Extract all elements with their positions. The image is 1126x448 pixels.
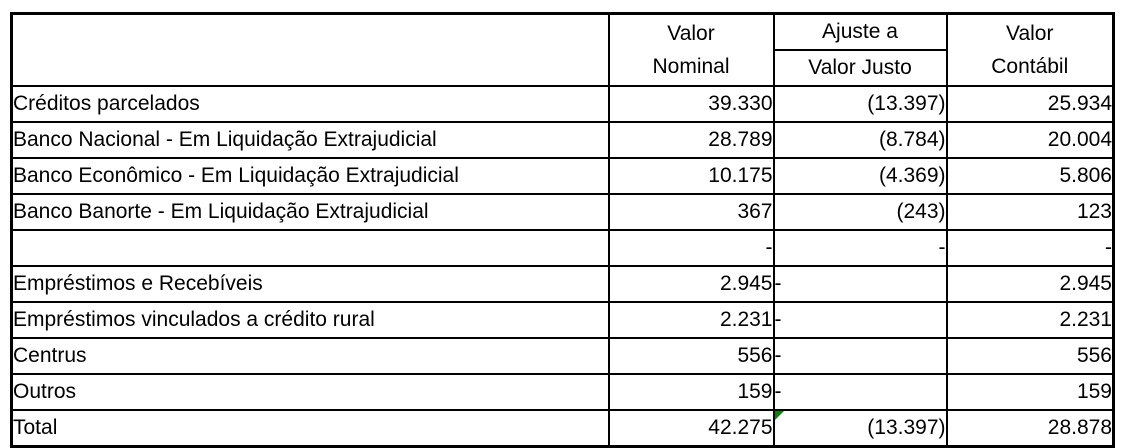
contabil-cell: 28.878 (945, 409, 1115, 448)
row-label: Banco Banorte - Em Liquidação Extrajudic… (10, 193, 610, 231)
header-row-top: Valor Nominal Ajuste a Valor Contábil (10, 12, 1115, 87)
ajuste-cell: - (772, 229, 948, 267)
ajuste-cell: (13.397) (772, 85, 948, 123)
table-row: - - - (10, 229, 1115, 267)
nominal-cell: 28.789 (607, 121, 775, 159)
ajuste-cell: - (772, 301, 948, 339)
table-row: Banco Banorte - Em Liquidação Extrajudic… (10, 193, 1115, 231)
ajuste-cell: (8.784) (772, 121, 948, 159)
row-label (10, 229, 610, 267)
header-valor-nominal: Valor Nominal (607, 12, 775, 87)
header-valor-contabil-line2: Contábil (991, 55, 1069, 78)
nominal-cell: 159 (607, 373, 775, 411)
nominal-cell: 367 (607, 193, 775, 231)
nominal-cell: 2.231 (607, 301, 775, 339)
table-row: Outros 159 - 159 (10, 373, 1115, 411)
header-ajuste-line2: Valor Justo (772, 49, 948, 87)
ajuste-cell: - (772, 373, 948, 411)
financial-table: Valor Nominal Ajuste a Valor Contábil Va… (10, 12, 1115, 448)
row-label: Banco Nacional - Em Liquidação Extrajudi… (10, 121, 610, 159)
table-row: Centrus 556 - 556 (10, 337, 1115, 375)
row-label: Empréstimos e Recebíveis (10, 265, 610, 303)
nominal-cell: 2.945 (607, 265, 775, 303)
contabil-cell: 556 (945, 337, 1115, 375)
row-label: Outros (10, 373, 610, 411)
nominal-cell: - (607, 229, 775, 267)
header-valor-contabil-line1: Valor (1006, 22, 1054, 45)
row-label: Empréstimos vinculados a crédito rural (10, 301, 610, 339)
ajuste-cell: - (772, 265, 948, 303)
contabil-cell: 25.934 (945, 85, 1115, 123)
row-label: Banco Econômico - Em Liquidação Extrajud… (10, 157, 610, 195)
ajuste-cell: (13.397) (772, 409, 948, 448)
ajuste-value: (13.397) (867, 416, 946, 439)
table-row: Banco Nacional - Em Liquidação Extrajudi… (10, 121, 1115, 159)
table-row: Créditos parcelados 39.330 (13.397) 25.9… (10, 85, 1115, 123)
ajuste-cell: - (772, 337, 948, 375)
table-row: Empréstimos e Recebíveis 2.945 - 2.945 (10, 265, 1115, 303)
row-label: Centrus (10, 337, 610, 375)
ajuste-cell: (243) (772, 193, 948, 231)
contabil-cell: 5.806 (945, 157, 1115, 195)
row-label: Total (10, 409, 610, 448)
contabil-cell: - (945, 229, 1115, 267)
contabil-cell: 20.004 (945, 121, 1115, 159)
nominal-cell: 39.330 (607, 85, 775, 123)
contabil-cell: 123 (945, 193, 1115, 231)
nominal-cell: 556 (607, 337, 775, 375)
header-ajuste-line1: Ajuste a (772, 12, 948, 51)
row-label: Créditos parcelados (10, 85, 610, 123)
contabil-cell: 159 (945, 373, 1115, 411)
header-valor-nominal-line2: Nominal (652, 55, 730, 78)
table-row: Empréstimos vinculados a crédito rural 2… (10, 301, 1115, 339)
nominal-cell: 10.175 (607, 157, 775, 195)
contabil-cell: 2.945 (945, 265, 1115, 303)
contabil-cell: 2.231 (945, 301, 1115, 339)
header-valor-contabil: Valor Contábil (945, 12, 1115, 87)
ajuste-cell: (4.369) (772, 157, 948, 195)
header-valor-nominal-line1: Valor (667, 22, 715, 45)
error-indicator-icon (775, 411, 784, 420)
header-label-cell (10, 12, 610, 87)
table-row: Banco Econômico - Em Liquidação Extrajud… (10, 157, 1115, 195)
table-row-total: Total 42.275 (13.397) 28.878 (10, 409, 1115, 448)
header-row-bottom: Valor Justo (12, 49, 1114, 87)
nominal-cell: 42.275 (607, 409, 775, 448)
